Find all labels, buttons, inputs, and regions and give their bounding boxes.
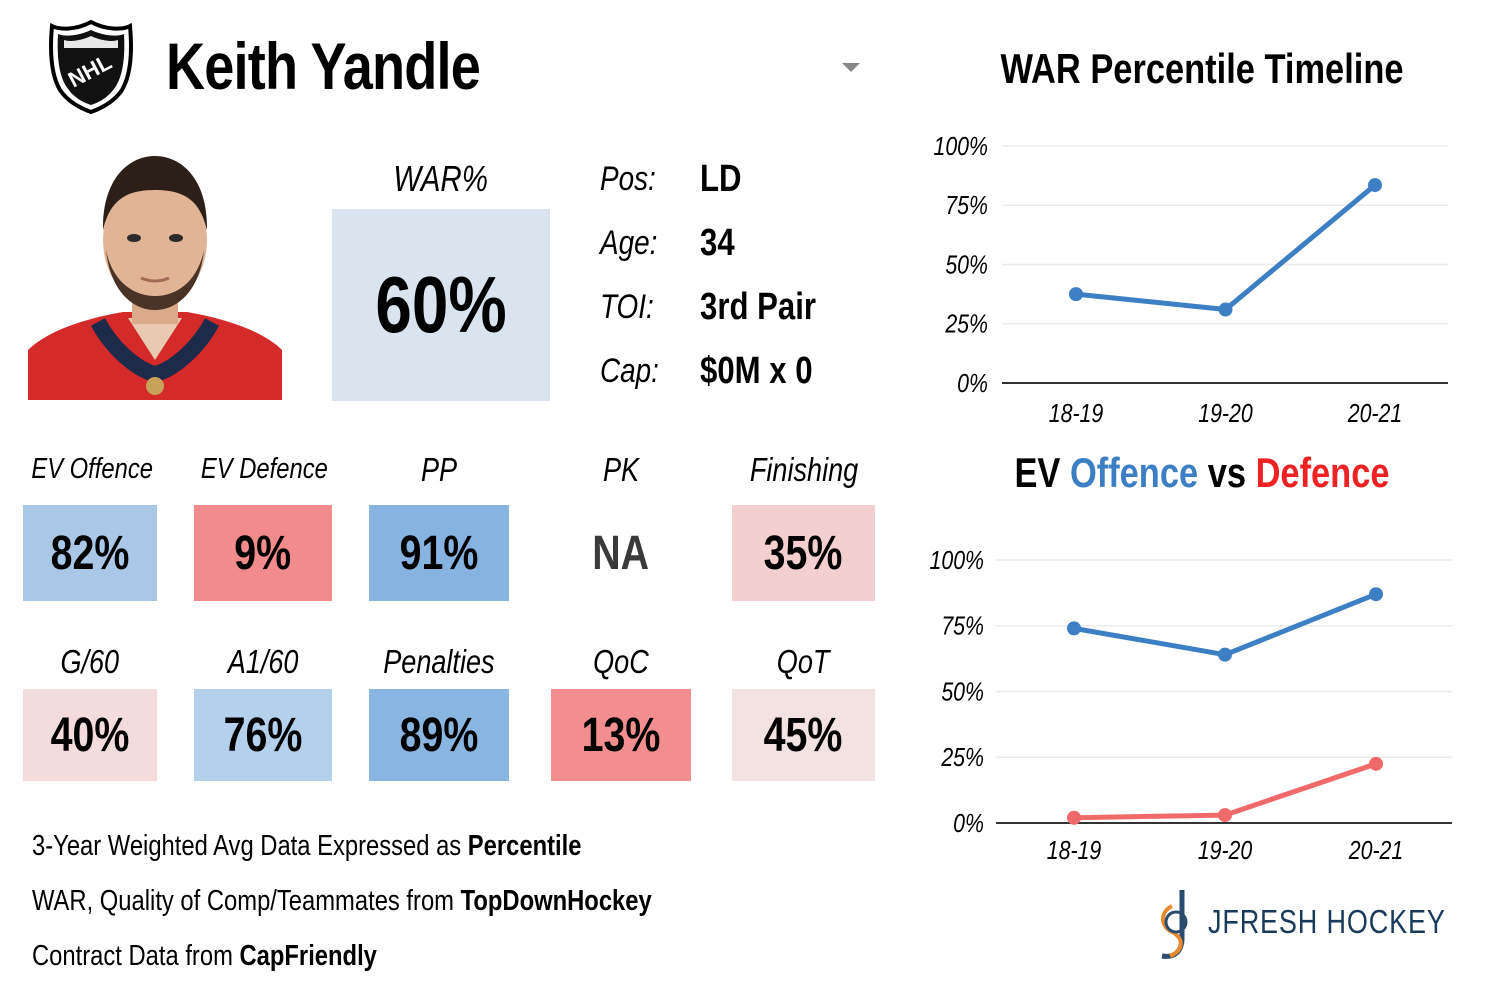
hockey-stick-icon <box>1161 890 1188 959</box>
info-value: $0M x 0 <box>700 349 813 392</box>
data-point-defence <box>1067 810 1081 825</box>
stat-label-qoc: QoC <box>593 643 649 680</box>
chart-title: EV Offence vs Defence <box>1014 450 1389 497</box>
stat-label-ev-defence: EV Defence <box>200 453 328 485</box>
jfresh-hockey-text: JFRESH HOCKEY <box>1208 903 1446 940</box>
war-value-box: 60% <box>332 209 550 401</box>
info-label: Age: <box>600 223 658 262</box>
y-tick-label: 25% <box>944 310 988 340</box>
stat-label-penalties: Penalties <box>383 643 495 680</box>
x-tick-label: 20-21 <box>1347 399 1402 429</box>
chart-title-part-2: vs <box>1198 450 1255 497</box>
x-tick-label: 20-21 <box>1348 836 1403 866</box>
stat-box-qoc: 13% <box>551 689 691 781</box>
info-label: Pos: <box>600 159 656 198</box>
stat-label-qot: QoT <box>777 643 830 680</box>
footnote-percentile: 3-Year Weighted Avg Data Expressed as Pe… <box>32 830 582 862</box>
ev-offence-defence-chart: EV Offence vs Defence 0% 25% 50% 75% 100% 18-1… <box>929 450 1452 866</box>
stat-label-g60: G/60 <box>60 643 120 680</box>
y-tick-label: 50% <box>941 678 984 708</box>
jfresh-hockey-logo: JFRESH HOCKEY <box>1152 886 1472 966</box>
x-tick-label: 19-20 <box>1198 399 1253 429</box>
chart-title: WAR Percentile Timeline <box>1000 46 1403 93</box>
info-label: Cap: <box>600 351 659 390</box>
info-row-cap: Cap: $0M x 0 <box>600 346 837 396</box>
war-label: WAR% <box>393 158 489 199</box>
info-label: TOI: <box>600 287 654 326</box>
y-tick-label: 100% <box>929 546 984 576</box>
stat-box-ev-defence: 9% <box>194 505 332 601</box>
player-headshot <box>28 150 282 400</box>
x-tick-label: 18-19 <box>1049 399 1104 429</box>
y-tick-label: 75% <box>941 612 984 642</box>
x-tick-label: 19-20 <box>1198 836 1253 866</box>
data-point-offence <box>1369 587 1383 602</box>
stat-box-penalties: 89% <box>369 689 509 781</box>
stat-box-pk: NA <box>551 505 691 601</box>
war-value: 60% <box>375 260 507 349</box>
y-tick-label: 50% <box>945 251 988 281</box>
info-value: 34 <box>700 221 735 264</box>
info-row-age: Age: 34 <box>600 218 742 268</box>
nhl-shield-logo: NHL <box>48 19 134 114</box>
stat-label-pk: PK <box>602 451 640 488</box>
info-row-toi: TOI: 3rd Pair <box>600 282 842 332</box>
data-point-offence <box>1067 621 1081 636</box>
chart-title-part-0: EV <box>1014 450 1069 497</box>
stat-label-finishing: Finishing <box>749 451 859 488</box>
footnote-war-source: WAR, Quality of Comp/Teammates from TopD… <box>32 885 652 917</box>
data-point-war <box>1218 302 1233 317</box>
series-line-war <box>1073 182 1378 313</box>
war-percentile-chart: WAR Percentile Timeline 0% 25% 50% 75% 100% 18… <box>933 46 1448 429</box>
stat-label-ev-offence: EV Offence <box>31 453 153 485</box>
data-point-defence <box>1218 808 1232 823</box>
stat-box-ev-offence: 82% <box>23 505 157 601</box>
stat-box-finishing: 35% <box>732 505 875 601</box>
stat-box-qot: 45% <box>732 689 875 781</box>
footnote-contract-source: Contract Data from CapFriendly <box>32 940 377 972</box>
info-value: LD <box>700 157 742 200</box>
data-point-offence <box>1218 647 1232 662</box>
stat-label-a160: A1/60 <box>227 643 299 680</box>
info-row-position: Pos: LD <box>600 154 751 204</box>
info-value: 3rd Pair <box>700 285 817 328</box>
data-point-war <box>1069 287 1083 302</box>
data-point-defence <box>1369 756 1383 771</box>
stat-box-pp: 91% <box>369 505 509 601</box>
data-point-war <box>1368 178 1382 193</box>
y-tick-label: 100% <box>933 132 988 162</box>
y-tick-label: 75% <box>945 191 988 221</box>
chart-title-part-1: Offence <box>1070 450 1198 497</box>
player-dropdown-icon[interactable] <box>842 63 860 72</box>
y-tick-label: 25% <box>940 743 984 773</box>
stat-label-pp: PP <box>420 451 458 488</box>
x-tick-label: 18-19 <box>1047 836 1102 866</box>
y-tick-label: 0% <box>953 809 984 839</box>
y-tick-label: 0% <box>957 369 988 399</box>
stat-box-a160: 76% <box>194 689 332 781</box>
chart-title-part-3: Defence <box>1256 450 1390 497</box>
player-name: Keith Yandle <box>166 29 481 103</box>
stat-box-g60: 40% <box>23 689 157 781</box>
series-line-offence <box>1071 591 1379 658</box>
